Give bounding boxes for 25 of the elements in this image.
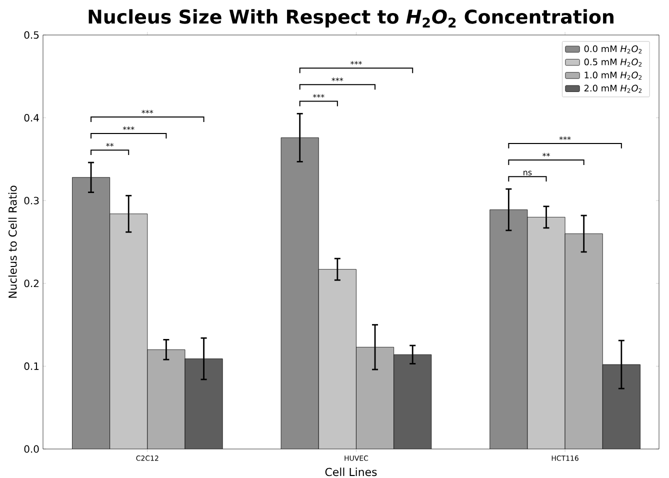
legend-label: 1.0 mM H$_{2}$O$_{2}$ [584,72,642,80]
chart-title: Nucleus Size With Respect to H$_{2}$O$_{2}$ Concentration [88,9,614,28]
x-axis-title: Cell Lines [325,468,377,476]
y-tick-label: 0.4 [24,114,39,122]
legend-label: 0.0 mM H$_{2}$O$_{2}$ [584,45,642,54]
y-tick-label: 0.5 [24,31,39,39]
bar [147,349,186,449]
y-tick-label: 0.1 [24,362,39,370]
bar [602,364,640,449]
y-tick-label: 0.3 [24,196,39,204]
bar [184,358,223,449]
bar [318,269,356,449]
bar [564,234,603,449]
y-tick-label: 0.0 [24,445,39,453]
bar [110,214,148,449]
legend-label: 2.0 mM H$_{2}$O$_{2}$ [584,84,642,93]
bar [356,346,394,449]
bar [490,210,528,449]
bar [280,137,319,449]
y-axis-title: Nucleus to Cell Ratio [8,186,17,298]
bar [72,177,110,449]
bar [527,216,566,449]
legend-label: 0.5 mM H$_{2}$O$_{2}$ [584,58,642,67]
bar [394,354,432,449]
y-tick-label: 0.2 [24,280,38,288]
